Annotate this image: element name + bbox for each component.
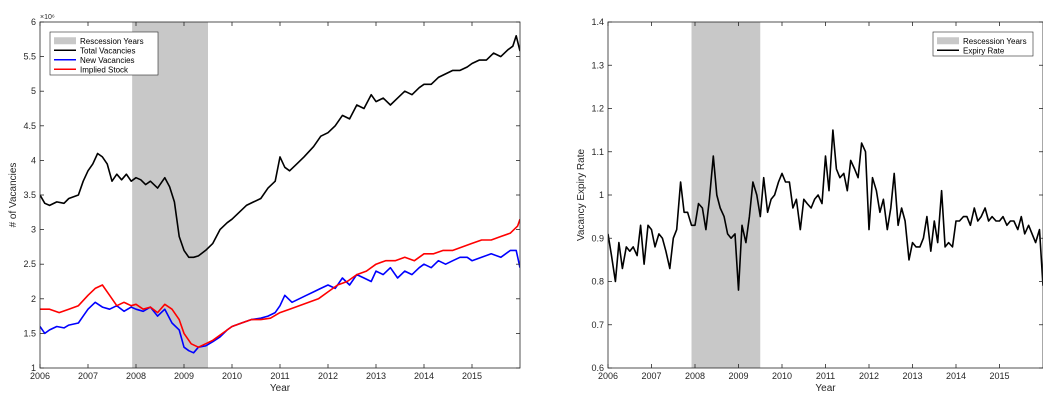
series-group [608,129,1043,291]
y-tick-label: 1 [31,363,36,373]
series-line-expiry-rate [608,129,1043,291]
legend-label: New Vacancies [80,56,135,65]
x-tick-label: 2010 [222,371,242,381]
series-line-total-vacancies [40,34,520,259]
x-tick-label: 2013 [902,371,922,381]
x-tick-label: 2011 [816,371,835,381]
y-tick-label: 0.9 [591,233,604,243]
chart-expiry-rate: 2006 2007 2008 2009 2010 2011 2012 2013 2014 2015… [576,17,1043,394]
x-tick-label: 2006 [30,371,50,381]
x-axis-label: Year [270,383,291,394]
series-line-implied-stock [40,218,520,349]
y-axis-label: Vacancy Expiry Rate [576,149,587,242]
x-tick-label: 2007 [641,371,661,381]
y-tick-label: 1.1 [591,147,604,157]
y-tick-label: 3.5 [23,190,36,200]
plot-area [608,22,1043,368]
x-tick-label: 2008 [126,371,146,381]
x-tick-label: 2006 [598,371,618,381]
legend-label: Rescession Years [963,37,1027,46]
y-tick-label: 0.7 [591,320,604,330]
x-tick-label: 2014 [946,371,966,381]
y-tick-label: 4.5 [23,121,36,131]
legend-swatch-recession [937,37,959,45]
y-tick-label: 1.2 [591,104,604,114]
recession-band [691,22,761,368]
y-tick-label: 0.6 [591,363,604,373]
y-tick-label: 2 [31,294,36,304]
x-tick-label: 2009 [728,371,748,381]
x-tick-label: 2009 [174,371,194,381]
x-tick-label: 2014 [414,371,434,381]
x-tick-label: 2013 [366,371,386,381]
x-tick-label: 2008 [685,371,705,381]
legend-label: Implied Stock [80,65,129,74]
series-line-new-vacancies [40,249,520,354]
y-tick-label: 3 [31,225,36,235]
y-tick-label: 0.8 [591,277,604,287]
plot-area [40,22,520,368]
series-group [40,34,520,354]
y-tick-label: 1.3 [591,60,604,70]
y-tick-label: 1 [599,190,604,200]
y-tick-label: 1.4 [591,17,604,27]
x-tick-label: 2015 [462,371,482,381]
y-tick-label: 2.5 [23,259,36,269]
x-tick-label: 2012 [318,371,338,381]
x-axis-label: Year [815,383,836,394]
legend-label: Rescession Years [80,37,144,46]
legend-swatch-recession [54,37,76,45]
y-tick-label: 1.5 [23,328,36,338]
x-tick-label: 2007 [78,371,98,381]
y-axis-label: # of Vacancies [8,163,19,228]
x-tick-label: 2012 [859,371,879,381]
y-tick-label: 5.5 [23,52,36,62]
y-exponent-label: ×10⁶ [40,14,55,21]
legend-label: Total Vacancies [80,46,135,55]
y-tick-label: 5 [31,86,36,96]
chart-vacancies: 2006 2007 2008 2009 2010 2011 2012 2013 2014 2015… [8,14,521,394]
y-tick-label: 6 [31,17,36,27]
legend-label: Expiry Rate [963,46,1005,55]
x-tick-label: 2011 [270,371,289,381]
x-tick-label: 2015 [989,371,1009,381]
y-tick-label: 4 [31,155,36,165]
x-tick-label: 2010 [772,371,792,381]
